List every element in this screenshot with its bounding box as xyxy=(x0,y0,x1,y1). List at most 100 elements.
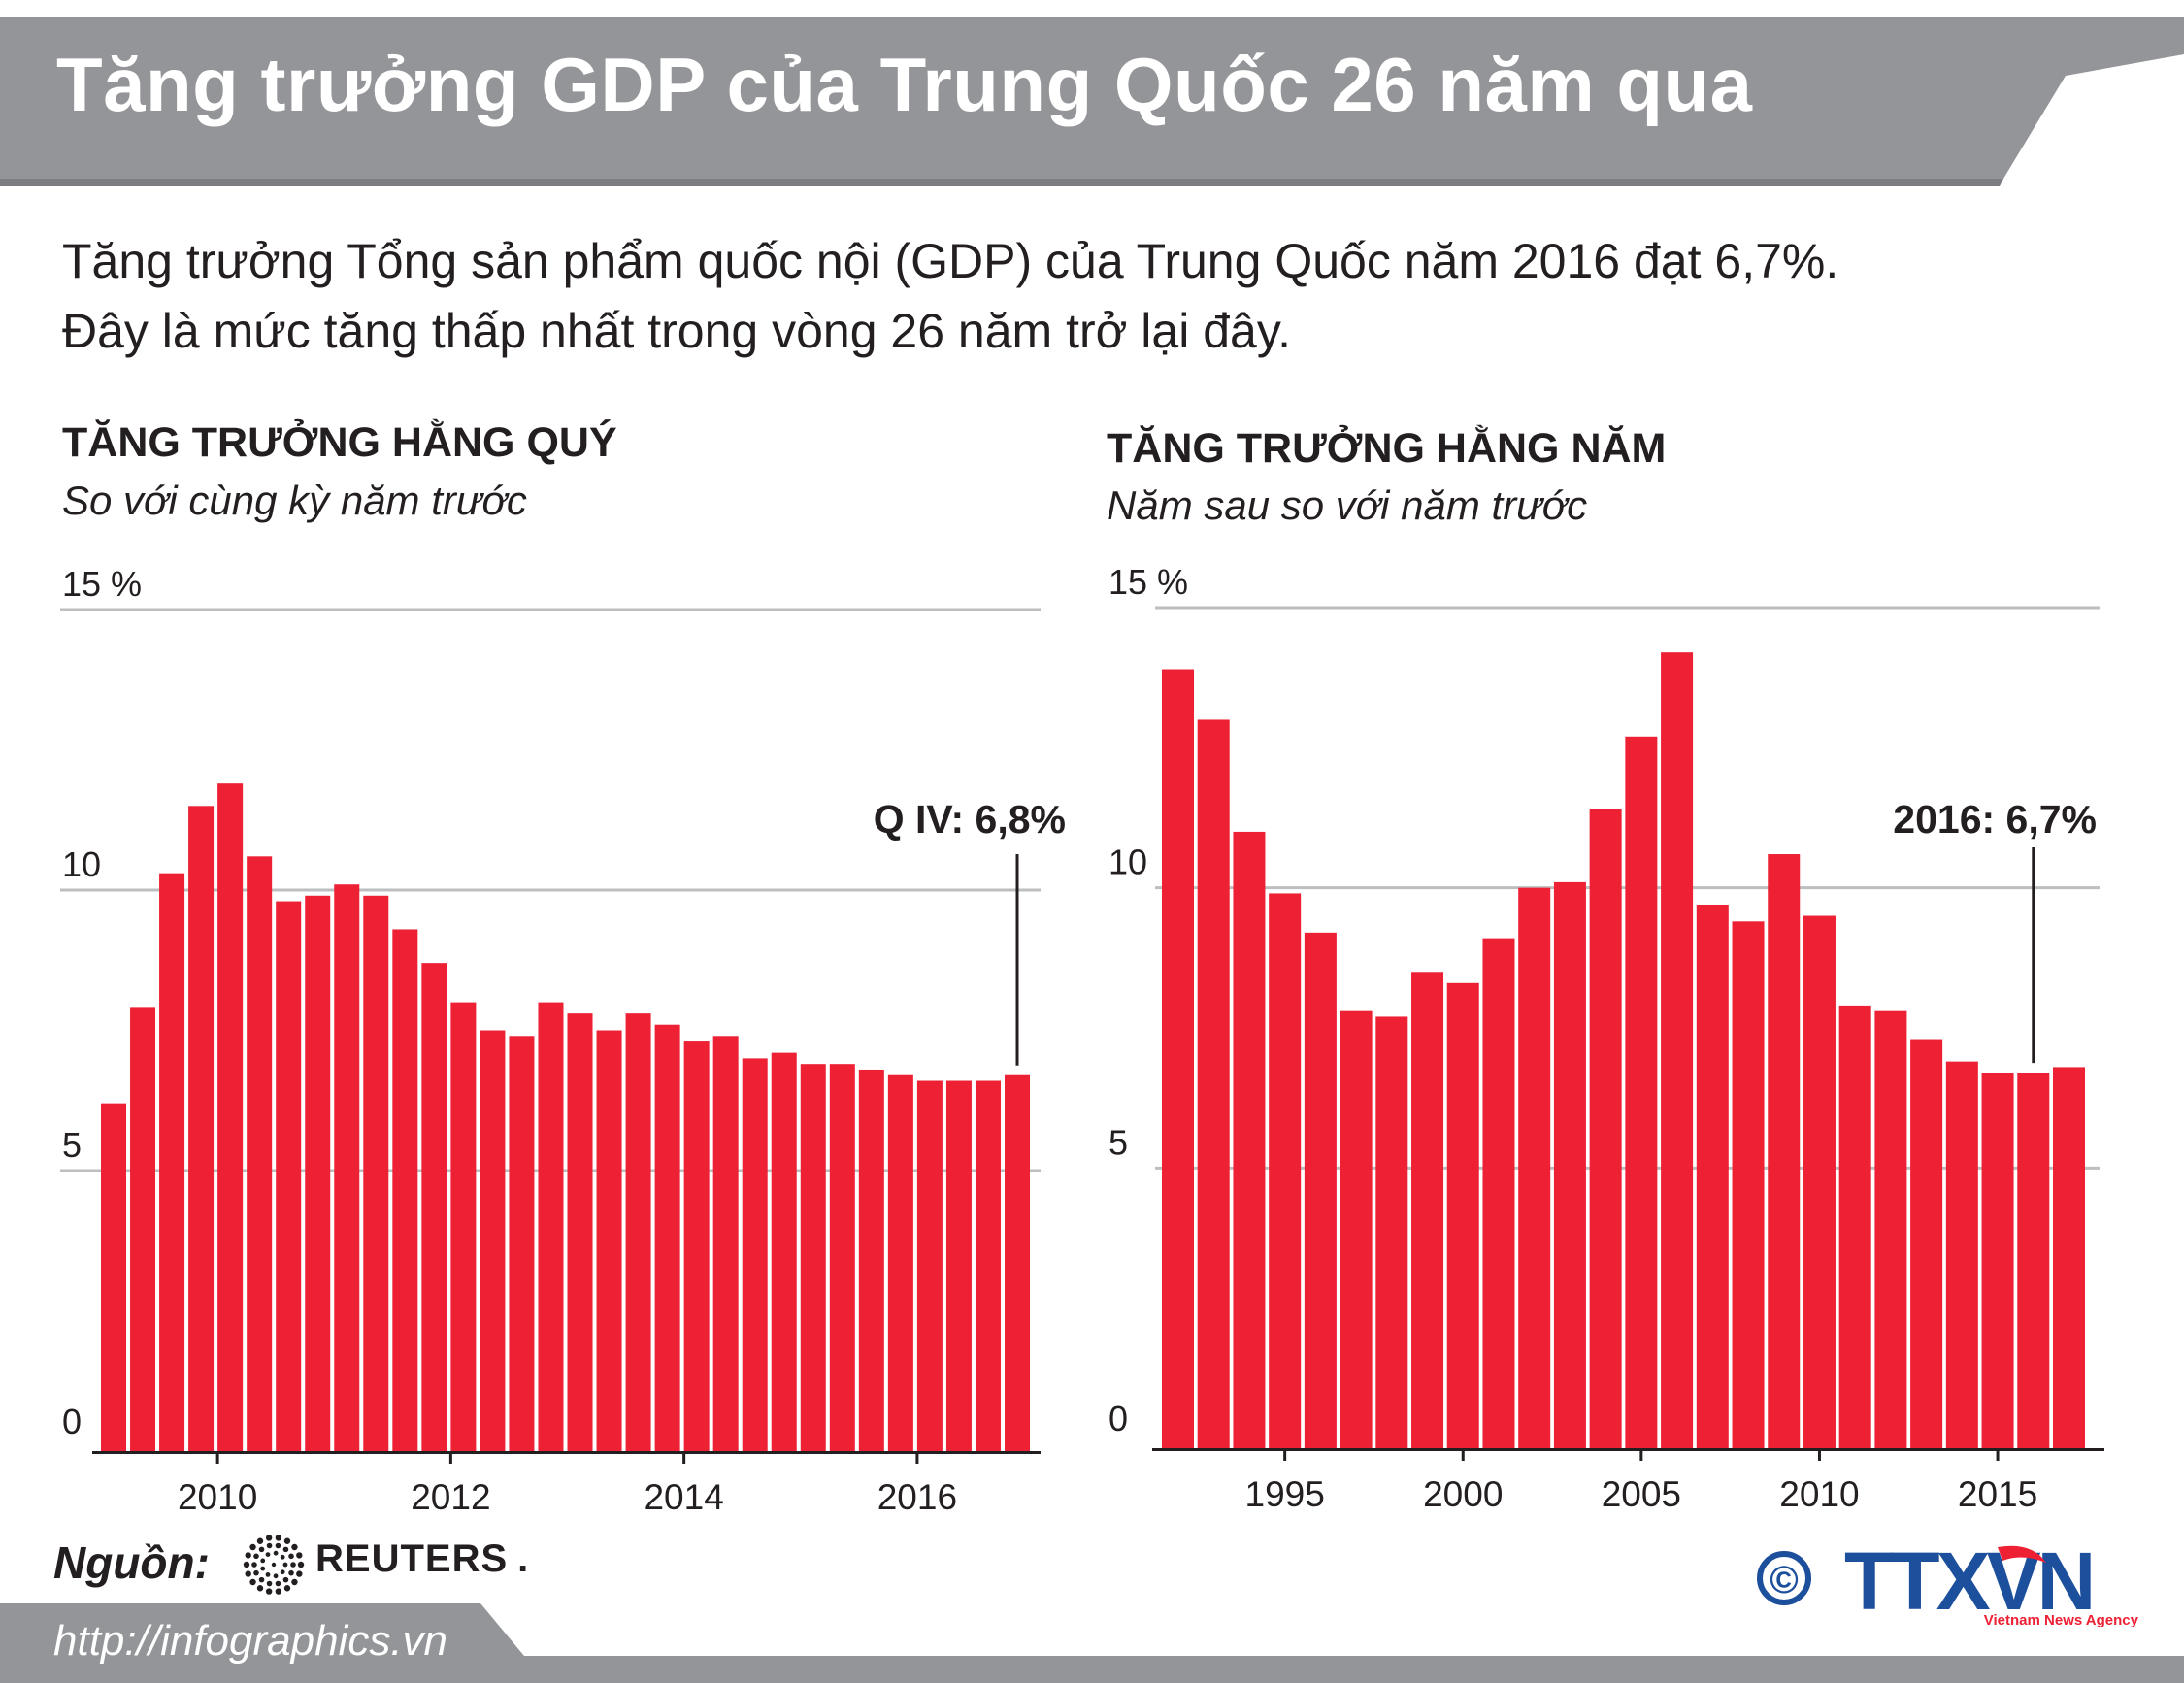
a-x-tick-label-2010: 2010 xyxy=(1779,1474,1859,1514)
a-bar-5 xyxy=(1340,1010,1373,1448)
q-bar-25 xyxy=(829,1064,855,1451)
q-x-tick-label-2016: 2016 xyxy=(877,1477,957,1517)
a-bar-20 xyxy=(1874,1010,1907,1448)
annual-annotation: 2016: 6,7% xyxy=(1893,797,2097,842)
reuters-logo-dot-12 xyxy=(256,1537,264,1544)
q-bar-15 xyxy=(538,1002,564,1451)
a-bar-16 xyxy=(1732,921,1765,1448)
q-bar-19 xyxy=(654,1024,680,1451)
annual-chart-title: TĂNG TRƯỞNG HẰNG NĂM xyxy=(1107,425,1667,472)
q-bar-18 xyxy=(625,1013,651,1451)
a-y-tick-label-5: 5 xyxy=(1109,1122,1128,1162)
reuters-logo-dot-30 xyxy=(282,1546,289,1553)
copyright-symbol: © xyxy=(1770,1559,1798,1601)
footer-banner xyxy=(0,1603,2184,1683)
reuters-logo-dot-31 xyxy=(288,1553,294,1560)
a-bar-24 xyxy=(2017,1072,2050,1448)
reuters-dot: . xyxy=(517,1537,530,1580)
annual-growth-chart: 0 5 10 15 % 1995 2000 2005 2010 2015 2016: 6,7% xyxy=(1109,562,2104,1514)
q-bar-13 xyxy=(480,1030,506,1451)
reuters-name: REUTERS xyxy=(315,1537,509,1580)
reuters-logo-dot-17 xyxy=(296,1552,303,1559)
q-bar-8 xyxy=(334,884,360,1451)
a-bar-19 xyxy=(1838,1005,1871,1448)
a-bar-3 xyxy=(1269,893,1302,1448)
a-bar-1 xyxy=(1197,719,1230,1448)
intro-line-2: Đây là mức tăng thấp nhất trong vòng 26 … xyxy=(62,304,1292,358)
a-bar-22 xyxy=(1945,1061,1978,1448)
q-y-tick-label-0: 0 xyxy=(62,1402,82,1441)
reuters-logo-dot-3 xyxy=(283,1585,291,1592)
a-y-tick-label-0: 0 xyxy=(1109,1399,1128,1438)
q-bar-12 xyxy=(450,1002,477,1451)
reuters-logo-dot-28 xyxy=(266,1542,273,1549)
q-bar-24 xyxy=(800,1064,826,1451)
reuters-logo-dot-22 xyxy=(266,1580,273,1587)
reuters-logo-dot-39 xyxy=(273,1550,279,1556)
a-bar-25 xyxy=(2053,1067,2085,1448)
reuters-logo-dot-6 xyxy=(256,1585,264,1592)
reuters-logo-dot-25 xyxy=(251,1562,257,1568)
reuters-logo-dot-13 xyxy=(265,1534,273,1541)
a-bar-21 xyxy=(1910,1039,1943,1448)
reuters-wordmark: REUTERS. xyxy=(315,1537,529,1581)
a-bar-7 xyxy=(1411,972,1444,1448)
q-bar-16 xyxy=(567,1013,593,1451)
q-bar-5 xyxy=(247,856,273,1451)
q-bar-29 xyxy=(945,1080,972,1451)
intro-line-1: Tăng trưởng Tổng sản phẩm quốc nội (GDP)… xyxy=(62,234,1839,288)
logo-swoosh-icon xyxy=(1998,1545,2046,1563)
annual-chart-subtitle: Năm sau so với năm trước xyxy=(1107,482,1588,528)
a-bar-9 xyxy=(1482,938,1515,1448)
reuters-logo-dot-32 xyxy=(282,1562,288,1568)
quarterly-chart-title: TĂNG TRƯỞNG HẰNG QUÝ xyxy=(62,419,617,466)
reuters-logo-dot-16 xyxy=(291,1543,298,1551)
source-label: Nguồn: xyxy=(53,1537,210,1588)
q-bar-3 xyxy=(188,806,215,1451)
reuters-logo-dot-21 xyxy=(275,1580,281,1587)
q-x-tick-label-2012: 2012 xyxy=(411,1477,490,1517)
reuters-logo-dot-35 xyxy=(265,1571,271,1577)
a-x-tick-label-1995: 1995 xyxy=(1245,1474,1325,1514)
a-bar-4 xyxy=(1304,932,1337,1448)
reuters-logo-dot-8 xyxy=(245,1570,251,1577)
q-bar-30 xyxy=(975,1080,1001,1451)
reuters-logo-dot-center xyxy=(271,1562,277,1568)
reuters-logo-dot-11 xyxy=(249,1543,256,1551)
quarterly-chart-subtitle: So với cùng kỳ năm trước xyxy=(62,478,527,523)
reuters-logo-dot-5 xyxy=(265,1588,273,1595)
reuters-logo-dot-27 xyxy=(258,1546,265,1553)
reuters-logo-icon xyxy=(243,1534,305,1595)
q-bar-21 xyxy=(712,1036,739,1451)
q-bar-20 xyxy=(683,1041,710,1451)
page-title: Tăng trưởng GDP của Trung Quốc 26 năm qu… xyxy=(56,42,1753,127)
reuters-logo-dot-23 xyxy=(258,1576,265,1583)
quarterly-annotation: Q IV: 6,8% xyxy=(874,797,1066,842)
a-y-tick-label-10: 10 xyxy=(1109,842,1147,882)
q-bar-0 xyxy=(101,1103,126,1451)
q-bar-26 xyxy=(858,1069,884,1451)
q-x-tick-label-2010: 2010 xyxy=(178,1477,257,1517)
q-y-tick-label-10: 10 xyxy=(62,844,101,884)
reuters-logo-dot-1 xyxy=(296,1570,303,1577)
a-bar-17 xyxy=(1768,854,1801,1448)
q-bar-17 xyxy=(596,1030,622,1451)
reuters-logo-dot-38 xyxy=(265,1552,271,1558)
q-y-tick-label-15: 15 % xyxy=(62,564,142,604)
reuters-logo-dot-9 xyxy=(243,1561,250,1568)
reuters-logo-dot-40 xyxy=(280,1554,285,1560)
reuters-logo-dot-18 xyxy=(290,1562,296,1568)
reuters-logo-dot-10 xyxy=(245,1552,251,1559)
q-bar-31 xyxy=(1005,1074,1030,1451)
quarterly-growth-chart: 0 5 10 15 % 2010 2012 2014 2016 Q IV: 6,8% xyxy=(60,564,1066,1517)
reuters-logo-dot-36 xyxy=(260,1566,266,1571)
reuters-logo-dot-20 xyxy=(282,1576,289,1583)
reuters-logo-dot-29 xyxy=(275,1542,281,1549)
q-bar-1 xyxy=(130,1007,156,1451)
a-bar-15 xyxy=(1696,904,1729,1448)
a-bar-11 xyxy=(1553,881,1586,1448)
q-bar-9 xyxy=(363,895,389,1451)
reuters-logo-dot-14 xyxy=(275,1534,282,1541)
a-bar-23 xyxy=(1981,1072,2014,1448)
q-x-tick-label-2014: 2014 xyxy=(644,1477,723,1517)
